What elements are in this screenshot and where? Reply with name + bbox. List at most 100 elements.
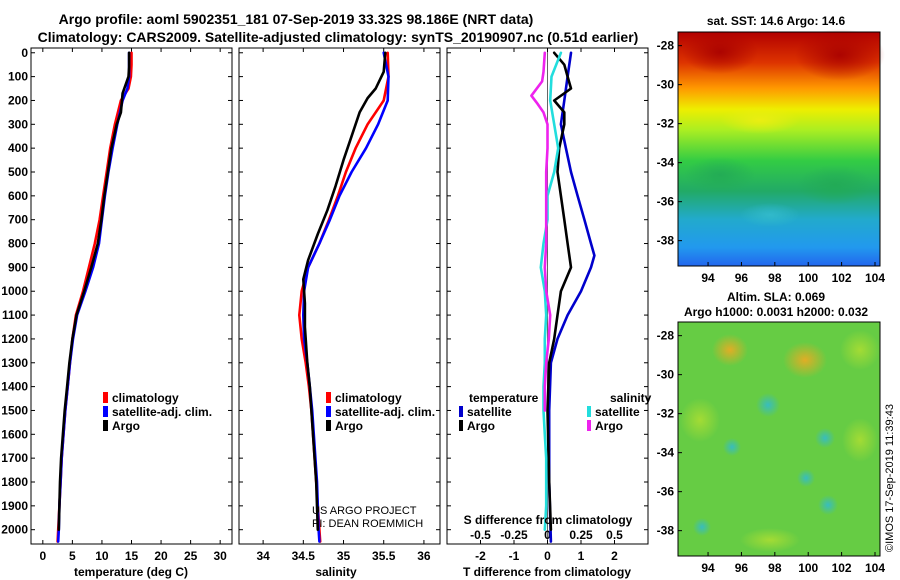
sla-high-patch [740,528,800,552]
legend-label-climatology: climatology [112,391,179,405]
sst-map [677,29,885,267]
map-y-tick-label: -38 [657,234,675,248]
legend-swatch-climatology [326,392,331,403]
sla-map-title: Altim. SLA: 0.069 [727,290,825,304]
map-y-tick-label: -30 [657,78,675,92]
depth-tick-label: 800 [8,237,28,251]
map-x-tick-label: 102 [832,271,852,285]
sla-map-subtitle: Argo h1000: 0.0031 h2000: 0.032 [684,305,868,319]
depth-tick-label: 1500 [1,403,28,417]
depth-tick-label: 700 [8,213,28,227]
x-tick-label: 0 [544,549,551,563]
legend-swatch-s-argo [587,420,591,431]
sla-high-patch [712,334,748,366]
legend-label-t-satellite: satellite [467,405,512,419]
map-y-tick-label: -34 [657,446,675,460]
sla-map-axes: 94 96 98 100 102 104 -28 -30 -32 -34 -36 -38 [657,329,886,575]
series-line-t-argo [546,51,573,532]
map-y-tick-label: -32 [657,407,675,421]
s-diff-tick-label: 0.25 [569,528,593,542]
sla-low-patch [723,438,741,456]
map-x-tick-label: 104 [865,561,885,575]
series-line-climatology [297,51,390,543]
sla-high-patch [840,330,880,370]
depth-tick-label: 600 [8,189,28,203]
x-tick-label: 2 [611,549,618,563]
profile-panels [30,47,649,545]
x-tick-label: 5 [69,549,76,563]
legend-title-temperature: temperature [469,391,539,405]
sla-low-patch [818,495,838,515]
legend-label-s-satellite: satellite [595,405,640,419]
depth-tick-label: 300 [8,117,28,131]
credit-project: US ARGO PROJECT [312,505,417,517]
s-diff-tick-label: 0.5 [606,528,623,542]
x-tick-label: 30 [213,549,227,563]
x-tick-label: 34 [256,549,270,563]
depth-tick-label: 1700 [1,451,28,465]
sst-yellow-patch [720,106,800,134]
temperature-chart: 0 5 10 15 20 25 30 [31,48,232,563]
x-tick-label: 1 [578,549,585,563]
figure-title-line2: Climatology: CARS2009. Satellite-adjuste… [38,29,639,45]
s-diff-tick-label: -0.5 [470,528,491,542]
sst-warm-patch [682,30,758,74]
sla-low-patch [815,428,835,448]
x-tick-label: 36 [417,549,431,563]
sla-high-patch [842,418,878,462]
map-y-tick-label: -38 [657,524,675,538]
temperature-legend: climatology satellite-adj. clim. Argo [103,391,212,433]
x-tick-label: 34.5 [292,549,316,563]
legend-swatch-satellite [103,406,108,417]
series-line-s-argo [530,51,552,412]
t-difference-axis-label: T difference from climatology [463,565,631,579]
sla-high-patch [680,398,720,442]
sst-green-patch [684,157,756,193]
depth-tick-label: 1000 [1,284,28,298]
depth-tick-label: 0 [21,46,28,60]
depth-tick-label: 1100 [2,308,28,322]
depth-tick-label: 200 [8,93,28,107]
depth-tick-label: 1400 [1,380,28,394]
legend-swatch-t-satellite [459,406,463,417]
map-y-tick-label: -36 [657,195,675,209]
difference-temperature-legend: temperature satellite Argo [459,391,539,433]
map-x-tick-label: 98 [768,271,782,285]
sla-high-patch [783,342,827,378]
sla-low-patch [756,393,780,417]
sst-green-patch [797,165,873,205]
legend-swatch-climatology [103,392,108,403]
map-x-tick-label: 98 [768,561,782,575]
difference-chart: -2 -1 0 1 2-0.5 -0.25 0 0.25 0.5 [447,48,648,563]
depth-tick-label: 1300 [1,356,28,370]
temperature-axis-label: temperature (deg C) [74,565,188,579]
legend-label-argo: Argo [335,419,363,433]
map-x-tick-label: 94 [701,271,715,285]
depth-tick-label: 1200 [1,332,28,346]
sla-map-frame [677,321,881,557]
sst-warm-patch [795,29,885,81]
series-line-s-satellite [539,51,563,532]
map-x-tick-label: 102 [832,561,852,575]
legend-swatch-argo [326,420,331,431]
s-difference-axis-label: S difference from climatology [464,513,633,527]
footer-copyright: ©IMOS 17-Sep-2019 11:39:43 [884,404,896,552]
figure-title-line1: Argo profile: aoml 5902351_181 07-Sep-20… [59,11,534,27]
legend-swatch-t-argo [459,420,463,431]
map-y-tick-label: -28 [657,329,675,343]
salinity-chart: 34 34.5 35 35.5 36 [239,48,440,563]
depth-tick-label: 1800 [1,475,28,489]
map-y-tick-label: -28 [657,39,675,53]
x-tick-label: 10 [95,549,109,563]
salinity-panel-frame [238,47,441,545]
sst-cyan-patch [740,203,800,227]
depth-tick-label: 400 [8,141,28,155]
map-y-tick-label: -32 [657,117,675,131]
map-y-tick-label: -36 [657,485,675,499]
x-tick-label: 15 [125,549,139,563]
depth-tick-label: 100 [8,70,28,84]
x-tick-label: 0 [39,549,46,563]
series-line-argo [57,51,131,532]
x-tick-label: 35 [337,549,351,563]
